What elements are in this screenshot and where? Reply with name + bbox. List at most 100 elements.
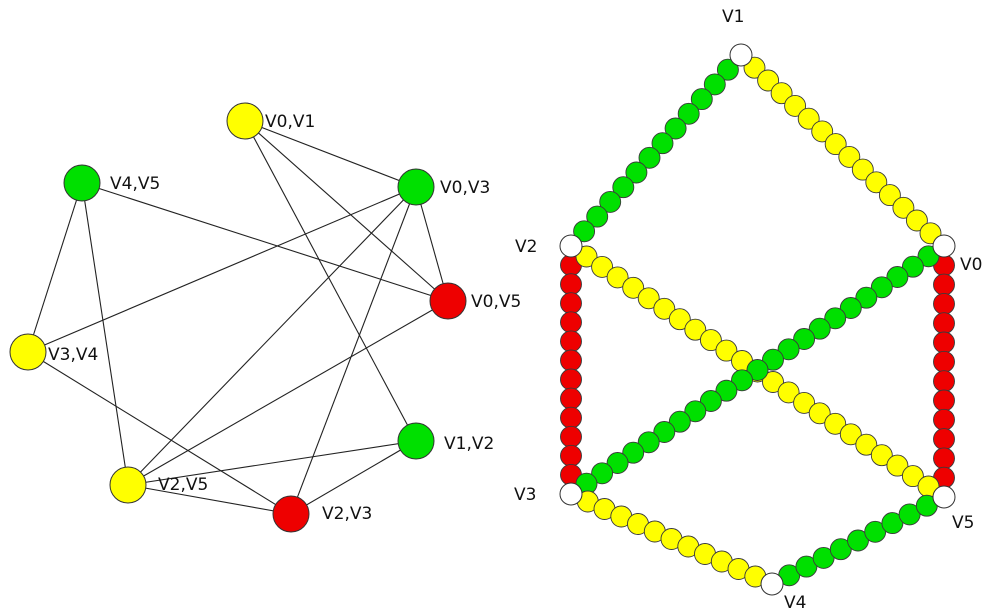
node-label: V0,V1 (265, 112, 315, 132)
node-circle (109, 466, 147, 504)
bead (560, 273, 582, 296)
node-circle (429, 282, 467, 320)
bead (811, 120, 834, 143)
bead (892, 196, 915, 219)
bead-edge-V3-V4 (576, 490, 767, 588)
bead-graph-edges (560, 56, 955, 588)
vertex-V0: V0 (932, 234, 982, 275)
node-circle (63, 164, 101, 202)
bead (622, 441, 645, 464)
edge-v0v3-v3v4 (27, 186, 417, 353)
edge-v0v3-v0v5 (415, 186, 449, 302)
edge-v0v5-v2v5 (127, 300, 449, 486)
node-label: V3,V4 (48, 345, 98, 365)
bead (829, 538, 852, 561)
bead (795, 555, 818, 578)
node-v2v3: V2,V3 (272, 495, 372, 533)
bead (560, 349, 582, 372)
node-v0v1: V0,V1 (226, 102, 315, 140)
bead (864, 520, 887, 543)
bead (715, 339, 738, 362)
bead (699, 390, 722, 412)
bead (933, 428, 955, 451)
bead (933, 408, 955, 431)
vertex-label: V2 (515, 237, 537, 257)
conflict-graph-edges (27, 120, 449, 515)
bead (838, 145, 861, 168)
node-label: V2,V3 (322, 504, 372, 524)
bead (933, 312, 955, 335)
bead (824, 307, 847, 330)
bead (784, 94, 807, 117)
edge-v0v1-v0v5 (244, 120, 449, 302)
bead (933, 447, 955, 470)
bead (653, 297, 676, 320)
node-circle (9, 333, 47, 371)
bead (824, 133, 847, 156)
node-label: V1,V2 (444, 434, 494, 454)
edge-v1v2-v2v3 (290, 440, 417, 515)
bead (560, 425, 582, 448)
node-v4v5: V4,V5 (63, 164, 160, 202)
vertex-circle (932, 234, 956, 258)
bead (824, 412, 847, 435)
bead (901, 255, 924, 278)
node-circle (397, 422, 435, 460)
bead (699, 329, 722, 352)
bead (664, 117, 687, 140)
bead (606, 452, 629, 474)
vertex-V5: V5 (932, 485, 974, 533)
bead-graph-vertices: V1 V2 V0 V3 V5 V4 (514, 7, 982, 613)
node-circle (397, 168, 435, 206)
bead (851, 158, 874, 181)
bead (591, 255, 614, 278)
bead-edge-V0-V3 (575, 245, 940, 495)
node-label: V0,V5 (471, 292, 521, 312)
node-circle (272, 495, 310, 533)
bead (591, 462, 614, 485)
bead (905, 209, 928, 232)
bead (777, 338, 800, 361)
bead (886, 266, 909, 288)
edge-v4v5-v0v5 (81, 182, 449, 302)
bead (677, 102, 700, 125)
vertex-V4: V4 (760, 572, 806, 613)
bead (933, 350, 955, 373)
node-v0v5: V0,V5 (429, 282, 521, 320)
bead (625, 161, 648, 184)
bead (933, 389, 955, 412)
bead (886, 454, 909, 477)
bead (573, 220, 596, 243)
vertex-circle (932, 485, 956, 509)
conflict-graph-nodes: V0,V1 V0,V3 V4,V5 V0,V5 V3,V4 V1,V2 V2,V5 V2,V3 (9, 102, 521, 533)
bead (637, 431, 660, 454)
bead (793, 328, 816, 350)
bead (560, 406, 582, 429)
bead (770, 82, 793, 105)
bead (684, 318, 707, 341)
bead (777, 381, 800, 404)
edge-v2v5-v2v3 (127, 484, 292, 515)
edge-v0v1-v0v3 (244, 120, 417, 188)
node-v2v5: V2,V5 (109, 466, 208, 504)
bead (599, 190, 622, 213)
bead (668, 308, 691, 331)
node-label: V2,V5 (158, 475, 208, 495)
bead (839, 297, 862, 319)
vertex-circle (729, 43, 753, 67)
bead (560, 368, 582, 391)
bead (855, 286, 878, 309)
vertex-label: V3 (514, 485, 536, 505)
bead (870, 276, 893, 299)
bead-edge-V0-V5 (933, 254, 955, 489)
vertex-circle (559, 234, 583, 258)
bead (575, 245, 598, 268)
edge-v3v4-v2v3 (27, 351, 292, 515)
bead (878, 184, 901, 207)
bead (560, 444, 582, 467)
bead (839, 423, 862, 446)
bead (653, 421, 676, 443)
bead (668, 410, 691, 433)
edge-v1v2-v2v5 (127, 440, 417, 486)
